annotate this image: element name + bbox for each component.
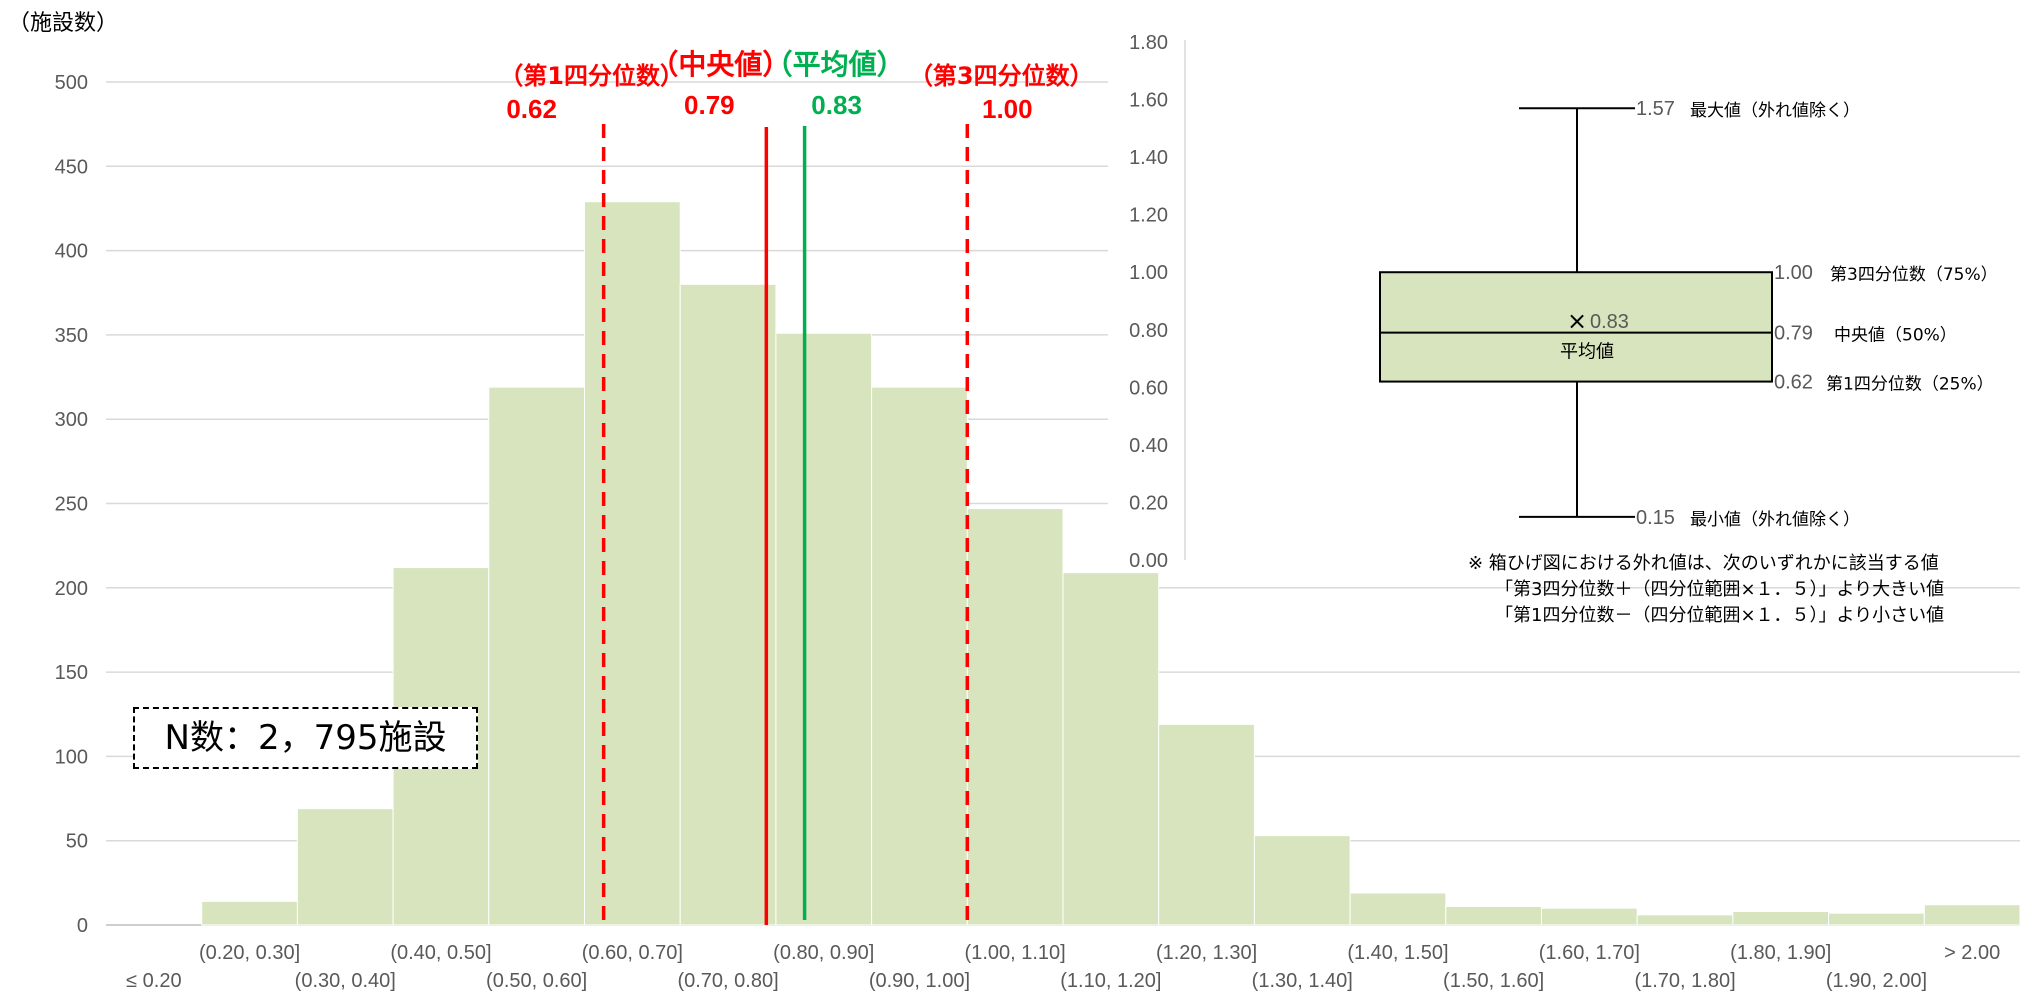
iqr-box — [1379, 271, 1773, 383]
y-tick-label: 50 — [66, 831, 88, 853]
boxplot-y-tick-label: 0.60 — [1129, 377, 1168, 399]
x-tick-label: (1.00, 1.10] — [965, 942, 1066, 964]
marker-value: 0.62 — [506, 94, 557, 124]
y-tick-label: 0 — [77, 915, 88, 937]
x-tick-label: (1.50, 1.60] — [1443, 970, 1544, 992]
y-tick-label: 250 — [55, 494, 88, 516]
histogram-bar — [775, 332, 873, 926]
marker-label: （第3四分位数） — [909, 62, 1094, 90]
boxplot-y-tick-label: 1.00 — [1129, 262, 1168, 284]
histogram-bar — [1158, 723, 1255, 926]
histogram-bar — [201, 900, 298, 926]
boxplot-value-min: 0.15 — [1636, 507, 1675, 529]
boxplot-value-max: 1.57 — [1636, 98, 1675, 120]
y-tick-label: 200 — [55, 578, 88, 600]
note-line-3: 「第1四分位数－（四分位範囲×１．５）」より小さい値 — [1495, 605, 1944, 626]
boxplot-label-min: 最小値（外れ値除く） — [1690, 510, 1860, 530]
histogram-bar — [1253, 835, 1351, 926]
y-tick-label: 300 — [55, 409, 88, 431]
x-tick-label: (1.10, 1.20] — [1060, 970, 1161, 992]
boxplot-value-q1: 0.62 — [1774, 372, 1813, 394]
x-tick-label: (1.60, 1.70] — [1539, 942, 1640, 964]
histogram-bar — [679, 283, 777, 926]
x-tick-label: (1.20, 1.30] — [1156, 942, 1257, 964]
histogram-bar — [296, 808, 394, 926]
x-tick-label: (0.50, 0.60] — [486, 970, 587, 992]
outlier-note: ※ 箱ひげ図における外れ値は、次のいずれかに該当する値 「第3四分位数＋（四分位… — [1468, 553, 1944, 626]
histogram-bar — [488, 386, 585, 926]
x-tick-label: (1.30, 1.40] — [1252, 970, 1353, 992]
boxplot-label-median: 中央値（50%） — [1834, 326, 1957, 346]
x-tick-label: (0.90, 1.00] — [869, 970, 970, 992]
histogram-bar — [966, 508, 1064, 926]
mean-value-label: 0.83 — [1590, 311, 1629, 333]
y-tick-label: 100 — [55, 746, 88, 768]
boxplot-y-tick-label: 0.40 — [1129, 435, 1168, 457]
y-tick-label: 350 — [55, 325, 88, 347]
x-tick-label: (1.70, 1.80] — [1634, 970, 1735, 992]
marker-value: 0.83 — [811, 90, 862, 120]
boxplot-panel: 0.00 0.20 0.40 0.60 0.80 1.00 1.20 1.40 1.60 1.80… — [1108, 30, 2030, 572]
statistic-marker-lines: （第1四分位数） 0.62 （中央値） 0.79 （平均値） 0.83 （第3四分位数） 1.… — [499, 48, 1094, 925]
sample-size-box: N数：2，795施設 — [133, 707, 478, 769]
boxplot-label-max: 最大値（外れ値除く） — [1690, 101, 1860, 121]
histogram-bar — [1062, 572, 1160, 926]
y-tick-label: 450 — [55, 156, 88, 178]
boxplot-label-q1: 第1四分位数（25%） — [1826, 375, 1994, 395]
histogram-bars — [201, 201, 2021, 926]
y-tick-label: 150 — [55, 662, 88, 684]
boxplot-y-tick-label: 0.80 — [1129, 320, 1168, 342]
x-tick-label: (0.40, 0.50] — [390, 942, 491, 964]
histogram-bar — [584, 201, 681, 926]
boxplot-value-median: 0.79 — [1774, 323, 1813, 345]
x-tick-label: (0.70, 0.80] — [677, 970, 778, 992]
boxplot-label-q3: 第3四分位数（75%） — [1830, 265, 1998, 285]
y-axis-label: （施設数） — [8, 11, 118, 36]
mean-marker: × — [1567, 307, 1587, 335]
histogram-y-tick-labels: 0 50 100 150 200 250 300 350 400 450 500 — [55, 72, 88, 937]
boxplot-y-tick-label: 1.20 — [1129, 205, 1168, 227]
boxplot-y-tick-label: 1.40 — [1129, 147, 1168, 169]
y-tick-label: 400 — [55, 241, 88, 263]
histogram-bar — [1636, 914, 1734, 926]
x-tick-label: (0.60, 0.70] — [582, 942, 683, 964]
boxplot-value-q3: 1.00 — [1774, 262, 1813, 284]
mean-caption: 平均値 — [1560, 342, 1614, 363]
x-tick-label: (0.80, 0.90] — [773, 942, 874, 964]
note-line-1: ※ 箱ひげ図における外れ値は、次のいずれかに該当する値 — [1468, 553, 1939, 574]
x-tick-label: ≤ 0.20 — [126, 970, 181, 992]
x-tick-label: (0.20, 0.30] — [199, 942, 300, 964]
boxplot-y-tick-label: 0.00 — [1129, 550, 1168, 572]
marker-label: （中央値） — [650, 48, 790, 81]
x-tick-label: (0.30, 0.40] — [295, 970, 396, 992]
boxplot-y-tick-label: 1.80 — [1129, 32, 1168, 54]
note-line-2: 「第3四分位数＋（四分位範囲×１．５）」より大きい値 — [1495, 579, 1944, 600]
marker-value: 1.00 — [982, 94, 1033, 124]
boxplot-y-tick-label: 1.60 — [1129, 90, 1168, 112]
x-tick-label: (1.80, 1.90] — [1730, 942, 1831, 964]
marker-label: （第1四分位数） — [499, 62, 684, 90]
boxplot-y-tick-label: 0.20 — [1129, 492, 1168, 514]
histogram-x-tick-labels: ≤ 0.20 (0.20, 0.30] (0.30, 0.40] (0.40, 0.5… — [126, 942, 2000, 992]
y-tick-label: 500 — [55, 72, 88, 94]
histogram-bar — [1445, 905, 1543, 926]
marker-label: （平均値） — [765, 48, 905, 81]
x-tick-label: > 2.00 — [1944, 942, 2000, 964]
histogram-bar — [1732, 911, 1830, 926]
histogram-bar — [1923, 904, 2021, 926]
histogram-bar — [1541, 907, 1638, 926]
marker-value: 0.79 — [684, 90, 735, 120]
histogram-bar — [1349, 892, 1447, 926]
histogram-bar — [871, 386, 968, 926]
x-tick-label: (1.40, 1.50] — [1347, 942, 1448, 964]
x-tick-label: (1.90, 2.00] — [1826, 970, 1927, 992]
histogram-bar — [1828, 912, 1925, 926]
